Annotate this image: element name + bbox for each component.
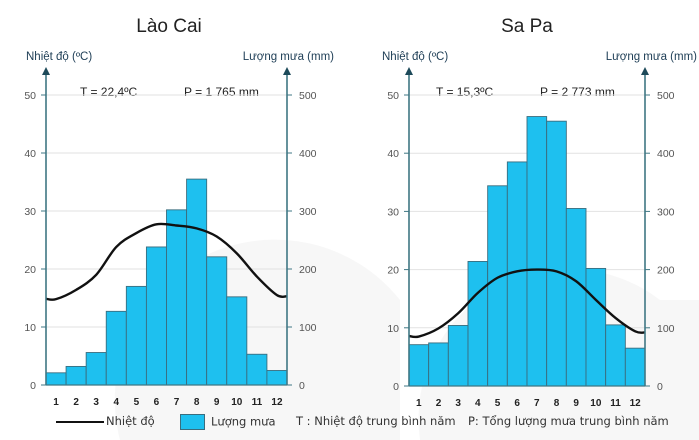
left-tick-label: 10 [24, 322, 36, 334]
rainfall-bar [65, 365, 87, 386]
chart-title: Sa Pa [501, 16, 553, 37]
chart-title: Lào Cai [136, 16, 202, 37]
right-tick-label: 500 [299, 90, 317, 102]
left-tick-label: 20 [387, 265, 399, 277]
rainfall-bar [266, 370, 288, 386]
legend-p-note: P: Tổng lượng mưa trung bình năm [468, 414, 669, 428]
rainfall-bar [565, 208, 587, 387]
month-label: 6 [154, 397, 160, 408]
month-label: 3 [455, 398, 461, 409]
annotation-t: T = 22,4ºC [80, 85, 138, 99]
month-label: 8 [194, 397, 200, 408]
month-label: 9 [573, 398, 579, 409]
annotation-p: P = 1 765 mm [184, 85, 259, 99]
left-tick-label: 40 [387, 148, 399, 160]
rainfall-bar [45, 372, 67, 386]
month-label: 12 [630, 398, 642, 409]
month-label: 8 [554, 398, 560, 409]
left-axis-label: Nhiệt độ (ºC) [26, 51, 92, 63]
chart-lao-cai: Lào Cai Nhiệt độ (ºC) Lượng mưa (mm) T =… [24, 16, 334, 408]
legend-item-temperature: Nhiệt độ [56, 414, 155, 428]
month-label: 10 [231, 397, 243, 408]
month-label: 5 [495, 398, 501, 409]
month-label: 7 [174, 397, 180, 408]
rainfall-bar [145, 246, 167, 386]
rainfall-bar [125, 285, 147, 386]
month-label: 6 [514, 398, 520, 409]
month-label: 1 [53, 397, 59, 408]
rainfall-bar [226, 296, 248, 386]
rainfall-bar [105, 310, 127, 386]
rainfall-bar [246, 353, 268, 386]
temperature-line [408, 268, 646, 339]
rainfall-bar [206, 256, 228, 386]
right-tick-label: 300 [657, 206, 675, 218]
left-tick-label: 50 [387, 90, 399, 102]
right-axis-label: Lượng mưa (mm) [243, 51, 334, 63]
left-tick-label: 0 [30, 380, 36, 392]
rainfall-bar [467, 261, 489, 387]
rainfall-bar [186, 178, 208, 386]
month-label: 11 [610, 398, 621, 409]
temperature-line [45, 222, 288, 301]
left-tick-label: 0 [393, 381, 399, 393]
rainfall-bar [624, 347, 646, 387]
left-axis-arrow-icon [405, 67, 413, 75]
rainfall-bar [546, 120, 567, 387]
left-tick-label: 40 [24, 148, 36, 160]
right-tick-label: 100 [299, 322, 317, 334]
right-axis-arrow-icon [641, 67, 649, 75]
rainfall-bar [166, 209, 188, 386]
rainfall-bar [408, 344, 430, 387]
right-tick-label: 100 [657, 323, 675, 335]
rainfall-bar [447, 325, 469, 387]
left-tick-label: 30 [24, 206, 36, 218]
month-label: 2 [73, 397, 79, 408]
chart-sa-pa: Sa Pa Nhiệt độ (ºC) Lượng mưa (mm) T = 1… [382, 16, 697, 409]
rainfall-bar [85, 352, 107, 386]
rainfall-bar [585, 267, 607, 387]
month-label: 5 [134, 397, 140, 408]
month-label: 11 [252, 397, 263, 408]
rainfall-bar [605, 324, 626, 387]
left-tick-label: 50 [24, 90, 36, 102]
left-axis-label: Nhiệt độ (ºC) [382, 51, 448, 63]
right-tick-label: 0 [657, 381, 663, 393]
month-label: 9 [214, 397, 220, 408]
right-tick-label: 0 [299, 380, 305, 392]
legend-rain-label: Lượng mưa [211, 414, 276, 429]
month-label: 4 [114, 397, 120, 408]
rainfall-bar [526, 116, 548, 387]
rainfall-bar-swatch [180, 414, 205, 430]
right-tick-label: 500 [657, 90, 675, 102]
right-tick-label: 200 [657, 265, 675, 277]
month-label: 10 [590, 398, 602, 409]
legend-t-note: T : Nhiệt độ trung bình năm [296, 414, 456, 428]
right-tick-label: 300 [299, 206, 317, 218]
annotation-t: T = 15,3ºC [436, 85, 494, 99]
right-tick-label: 400 [299, 148, 317, 160]
legend-item-rainfall: Lượng mưa [180, 414, 276, 430]
rainfall-bar [428, 342, 449, 387]
left-tick-label: 10 [387, 323, 399, 335]
right-tick-label: 400 [657, 148, 675, 160]
month-label: 1 [416, 398, 422, 409]
temperature-line-swatch [56, 420, 104, 423]
right-axis-arrow-icon [283, 67, 291, 75]
right-axis-label: Lượng mưa (mm) [606, 51, 697, 63]
legend-temp-label: Nhiệt độ [106, 414, 155, 428]
month-label: 12 [271, 397, 283, 408]
annotation-p: P = 2 773 mm [540, 85, 615, 99]
month-label: 2 [436, 398, 442, 409]
legend: Nhiệt độ Lượng mưa T : Nhiệt độ trung bì… [0, 410, 699, 436]
left-tick-label: 30 [387, 206, 399, 218]
month-label: 4 [475, 398, 481, 409]
left-tick-label: 20 [24, 264, 36, 276]
month-label: 7 [534, 398, 540, 409]
left-axis-arrow-icon [42, 67, 50, 75]
month-label: 3 [93, 397, 99, 408]
rainfall-bar [487, 185, 508, 387]
right-tick-label: 200 [299, 264, 317, 276]
